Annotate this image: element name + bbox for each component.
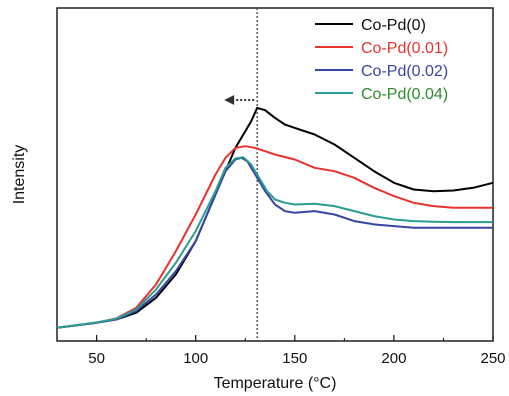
series-layer [56,106,494,329]
x-tick-label: 50 [88,350,105,367]
legend-label: Co-Pd(0) [361,17,426,34]
x-tick-label: 250 [480,350,505,367]
arrow-head-icon [224,95,235,105]
series-line-1 [56,145,493,329]
plot-frame [56,7,494,342]
shift-arrow [224,95,255,105]
series-line-2 [56,156,493,329]
ticks-layer: 50 100 150 200 250 [88,335,506,367]
x-tick-label: 200 [381,350,406,367]
series-line-0 [56,106,494,329]
legend-label: Co-Pd(0.04) [361,86,448,103]
legend-label: Co-Pd(0.02) [361,63,448,80]
legend: Co-Pd(0) Co-Pd(0.01) Co-Pd(0.02) Co-Pd(0.04… [315,17,448,103]
series-line-3 [56,156,493,329]
y-axis-title: Intensity [11,145,28,205]
x-tick-label: 100 [183,350,208,367]
legend-label: Co-Pd(0.01) [361,40,448,57]
x-axis-title: Temperature (°C) [214,375,337,392]
x-tick-label: 150 [282,350,307,367]
